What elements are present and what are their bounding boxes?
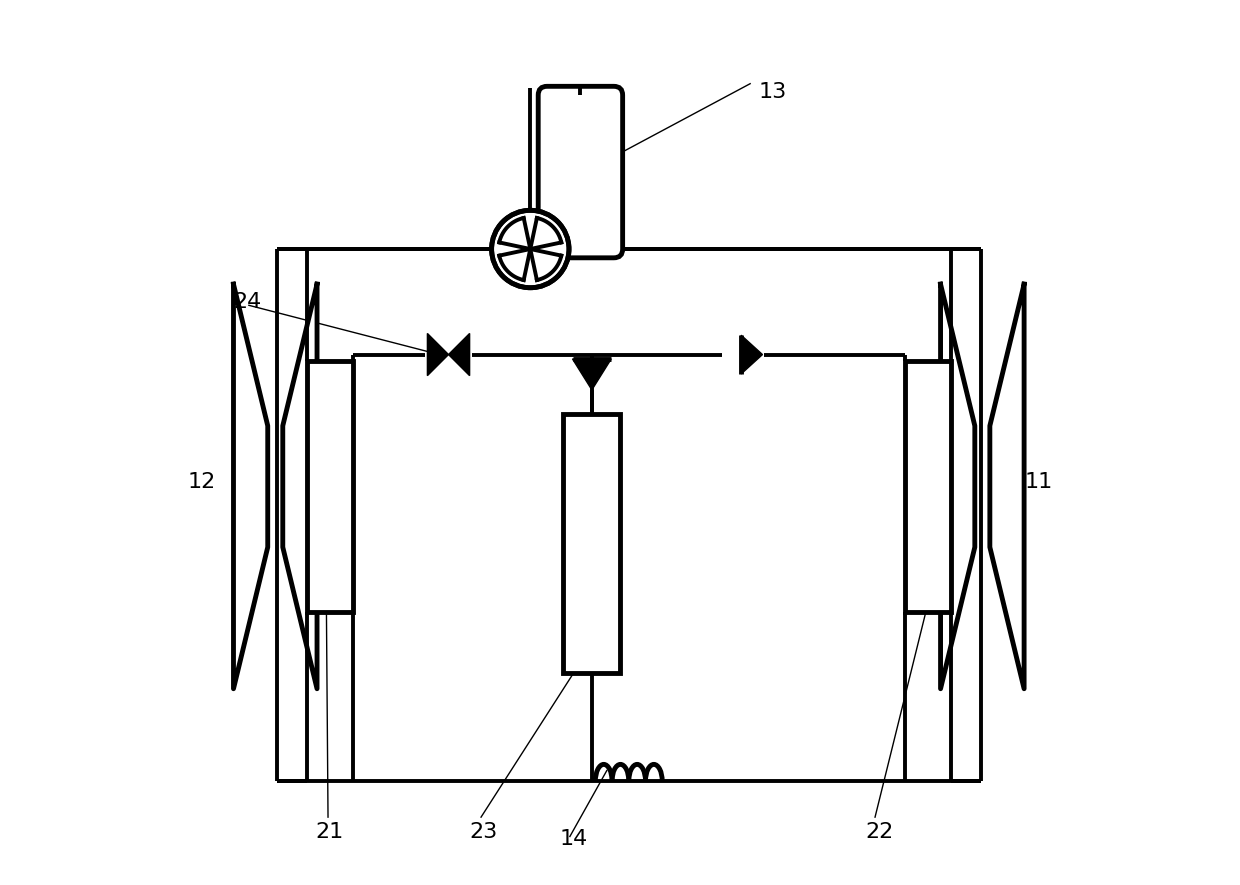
Polygon shape xyxy=(941,284,975,689)
Text: 14: 14 xyxy=(559,829,588,849)
Polygon shape xyxy=(449,334,470,375)
Text: 23: 23 xyxy=(470,822,497,843)
Text: 22: 22 xyxy=(866,822,894,843)
Polygon shape xyxy=(573,359,611,390)
Circle shape xyxy=(491,211,569,288)
Text: 13: 13 xyxy=(759,82,787,102)
FancyBboxPatch shape xyxy=(538,87,622,258)
Text: 21: 21 xyxy=(316,822,343,843)
Bar xyxy=(308,361,352,612)
Text: 12: 12 xyxy=(187,472,216,492)
Polygon shape xyxy=(283,284,317,689)
Polygon shape xyxy=(742,335,763,373)
Polygon shape xyxy=(428,334,449,375)
Text: 11: 11 xyxy=(1024,472,1053,492)
Polygon shape xyxy=(990,284,1024,689)
Bar xyxy=(905,361,951,612)
Polygon shape xyxy=(233,284,268,689)
Bar xyxy=(563,414,620,673)
Text: 24: 24 xyxy=(233,292,262,312)
